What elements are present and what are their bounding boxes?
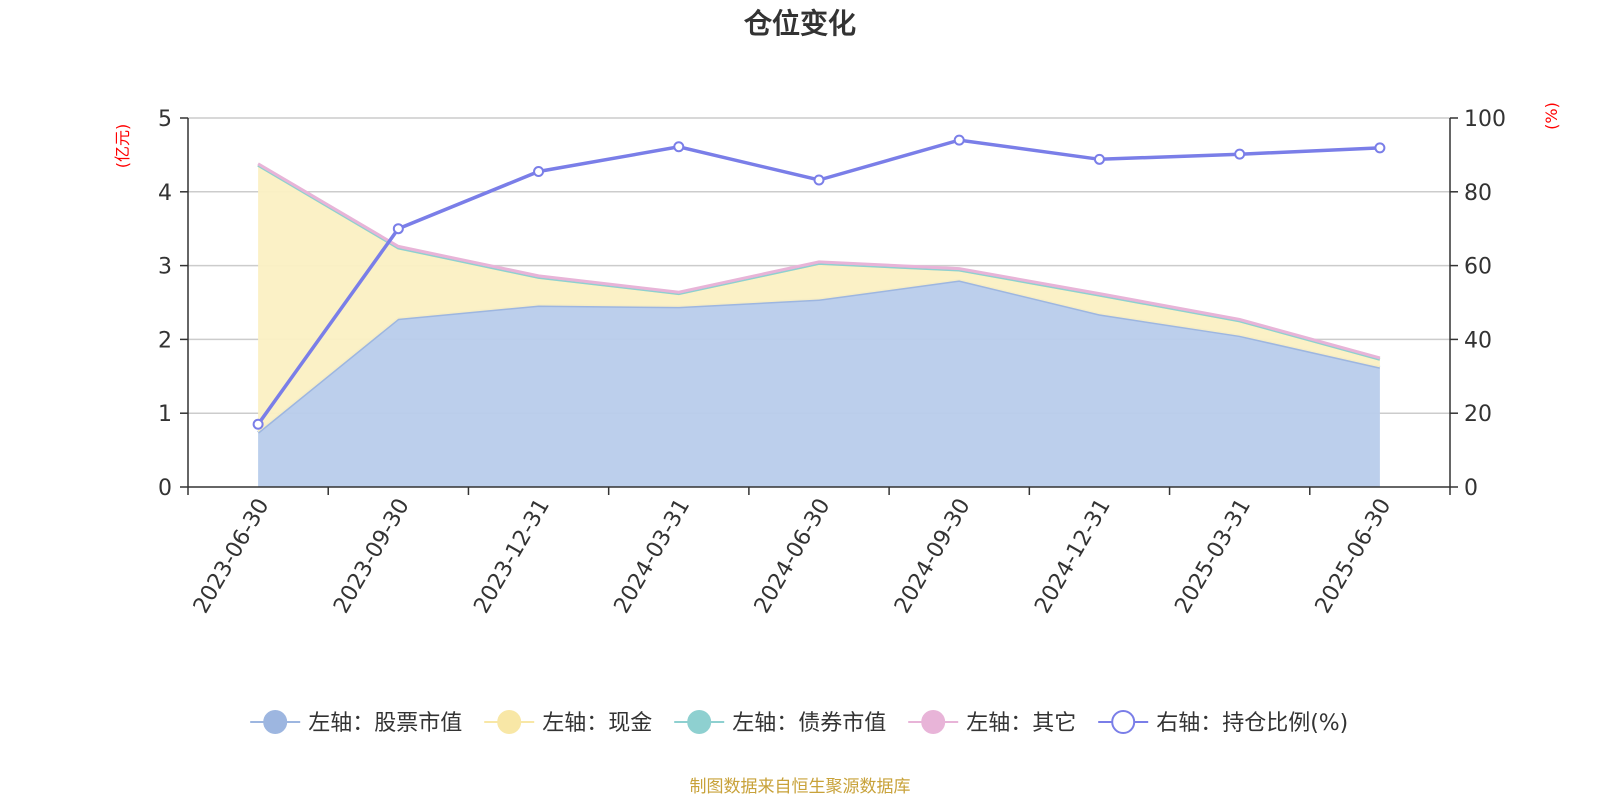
right-axis-unit: (%): [1542, 102, 1561, 130]
ratio-point-1: [392, 223, 404, 235]
ratio-point-0: [252, 418, 264, 430]
x-tick-label-5: 2024-09-30: [890, 494, 976, 617]
left-tick-label-4: 4: [158, 181, 172, 206]
ratio-point-8: [1374, 142, 1386, 154]
left-tick-label-3: 3: [158, 255, 172, 280]
right-tick-label-0: 0: [1464, 476, 1478, 501]
legend-label-2: 左轴：债券市值: [732, 711, 886, 736]
chart-title: 仓位变化: [744, 7, 856, 40]
x-tick-label-3: 2024-03-31: [610, 495, 696, 618]
ratio-point-3: [673, 141, 685, 153]
area-series-0: [258, 280, 1380, 487]
legend-label-3: 左轴：其它: [966, 711, 1076, 736]
x-tick-label-8: 2025-06-30: [1311, 495, 1397, 618]
legend: 左轴：股票市值 左轴：现金 左轴：债券市值 左轴：其它 右轴：持仓比例(%): [250, 710, 1348, 736]
legend-marker-2: [687, 710, 712, 734]
x-tick-label-4: 2024-06-30: [750, 495, 836, 618]
left-axis-unit: (亿元): [113, 124, 132, 169]
stacked-areas: [257, 162, 1381, 487]
right-tick-label-4: 80: [1464, 181, 1492, 206]
legend-item-2[interactable]: 左轴：债券市值: [674, 710, 886, 736]
legend-label-4: 右轴：持仓比例(%): [1156, 711, 1348, 736]
area-edge-series-3: [257, 162, 1381, 360]
ratio-line: [252, 134, 1386, 430]
x-tick-label-6: 2024-12-31: [1030, 495, 1116, 618]
ratio-point-4: [813, 174, 825, 186]
ratio-point-7: [1234, 148, 1246, 160]
ratio-point-2: [533, 166, 545, 178]
legend-item-1[interactable]: 左轴：现金: [484, 710, 652, 736]
legend-item-0[interactable]: 左轴：股票市值: [250, 710, 462, 736]
data-source-note: 制图数据来自恒生聚源数据库: [690, 777, 911, 797]
left-tick-label-2: 2: [158, 328, 172, 353]
right-tick-label-3: 60: [1464, 255, 1492, 280]
legend-label-1: 左轴：现金: [542, 711, 652, 736]
x-tick-label-0: 2023-06-30: [189, 495, 275, 618]
x-tick-label-7: 2025-03-31: [1170, 495, 1256, 618]
ratio-point-5: [953, 134, 965, 146]
x-tick-label-2: 2023-12-31: [469, 495, 555, 618]
legend-marker-0: [263, 710, 288, 734]
x-tick-label-1: 2023-09-30: [329, 495, 415, 618]
legend-label-0: 左轴：股票市值: [308, 711, 462, 736]
legend-marker-1: [497, 710, 522, 734]
legend-item-4[interactable]: 右轴：持仓比例(%): [1098, 710, 1348, 736]
ratio-point-6: [1093, 153, 1105, 165]
right-tick-label-1: 20: [1464, 402, 1492, 427]
right-tick-label-5: 100: [1464, 107, 1506, 132]
area-series-1: [258, 165, 1380, 433]
legend-item-3[interactable]: 左轴：其它: [908, 710, 1076, 736]
left-tick-label-5: 5: [158, 107, 172, 132]
right-tick-label-2: 40: [1464, 328, 1492, 353]
legend-marker-3: [921, 710, 946, 734]
left-tick-label-1: 1: [158, 402, 172, 427]
legend-marker-4: [1111, 710, 1136, 734]
left-tick-label-0: 0: [158, 476, 172, 501]
